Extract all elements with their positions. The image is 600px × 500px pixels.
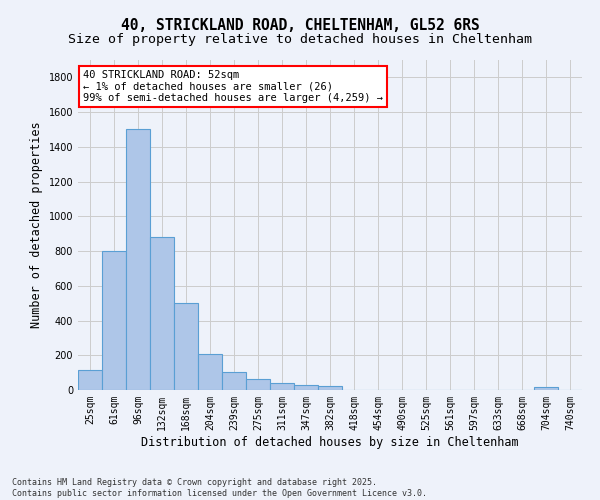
Bar (534, 388, 558, 390)
Bar (246, 378, 270, 390)
Text: 40 STRICKLAND ROAD: 52sqm
← 1% of detached houses are smaller (26)
99% of semi-d: 40 STRICKLAND ROAD: 52sqm ← 1% of detach… (83, 70, 383, 103)
Bar (198, 354, 222, 390)
Bar (270, 383, 294, 390)
Text: 40, STRICKLAND ROAD, CHELTENHAM, GL52 6RS: 40, STRICKLAND ROAD, CHELTENHAM, GL52 6R… (121, 18, 479, 32)
Bar (150, 237, 174, 390)
Bar (102, 251, 126, 390)
Bar (174, 303, 198, 390)
Y-axis label: Number of detached properties: Number of detached properties (30, 122, 43, 328)
Text: Contains HM Land Registry data © Crown copyright and database right 2025.
Contai: Contains HM Land Registry data © Crown c… (12, 478, 427, 498)
Bar (222, 372, 246, 390)
Bar (318, 386, 342, 390)
Text: Size of property relative to detached houses in Cheltenham: Size of property relative to detached ho… (68, 32, 532, 46)
Bar (126, 130, 150, 390)
Bar (294, 385, 318, 390)
Bar (78, 370, 102, 390)
X-axis label: Distribution of detached houses by size in Cheltenham: Distribution of detached houses by size … (141, 436, 519, 448)
